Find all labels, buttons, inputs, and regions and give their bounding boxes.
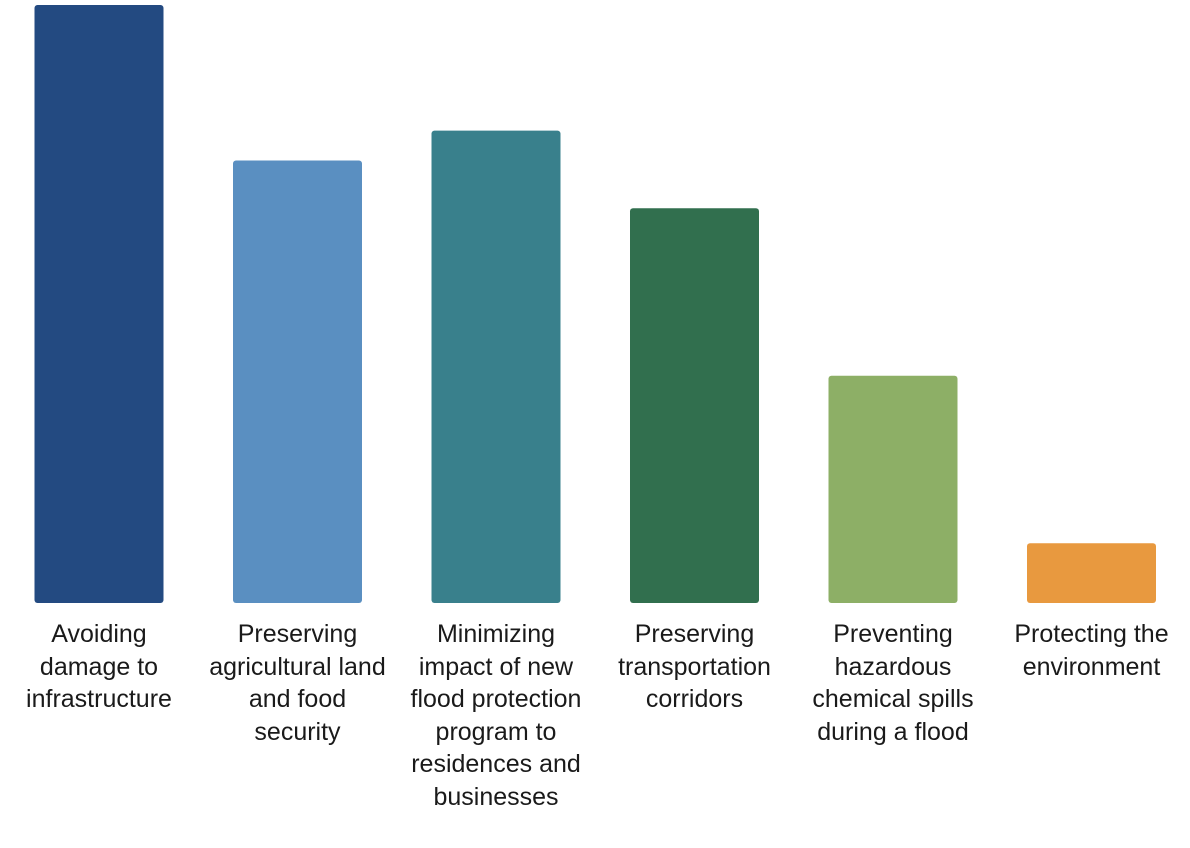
bar-5 [828,375,958,603]
bar-2 [233,160,362,603]
category-label-3: Minimizing impact of new flood protectio… [410,620,582,811]
category-label-6: Protecting the environment [1014,620,1169,681]
bar-3 [431,130,561,603]
category-label-1: Avoiding damage to infrastructure [26,620,172,713]
bar-1 [34,5,164,603]
category-label-4: Preserving transportation corridors [618,620,771,713]
category-label-5: Preventing hazardous chemical spills dur… [812,620,974,746]
category-label-2: Preserving agricultural land and food se… [209,620,386,746]
bar-4 [630,208,759,604]
bar-6 [1027,543,1156,603]
